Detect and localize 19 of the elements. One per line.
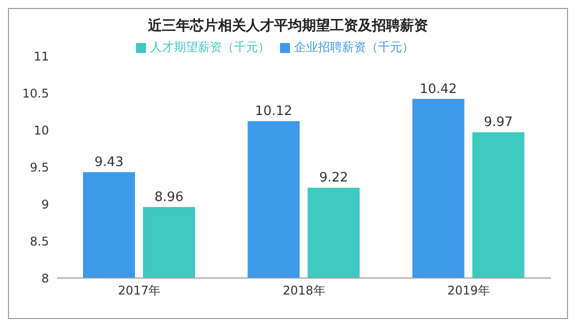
y-tick-label: 10 xyxy=(34,123,49,138)
legend-label: 企业招聘薪资（千元） xyxy=(294,40,414,54)
data-label: 9.43 xyxy=(94,155,124,170)
legend-label: 人才期望薪资（千元） xyxy=(150,40,270,54)
y-tick-label: 8.5 xyxy=(30,234,49,248)
data-label: 8.96 xyxy=(154,190,184,205)
data-label: 9.97 xyxy=(484,115,513,130)
y-tick-label: 11 xyxy=(34,49,49,64)
y-tick-label: 9 xyxy=(41,197,49,212)
data-label: 10.42 xyxy=(420,82,457,97)
x-tick-label: 2017年 xyxy=(118,284,161,298)
chart-title: 近三年芯片相关人才平均期望工资及招聘薪资 xyxy=(147,17,429,35)
data-label: 10.12 xyxy=(255,104,292,120)
y-tick-label: 8 xyxy=(41,271,49,286)
x-tick-label: 2019年 xyxy=(447,284,490,298)
y-tick-label: 9.5 xyxy=(30,160,49,174)
y-tick-label: 10.5 xyxy=(22,86,49,100)
x-tick-label: 2018年 xyxy=(282,284,326,298)
data-label: 9.22 xyxy=(319,170,348,186)
